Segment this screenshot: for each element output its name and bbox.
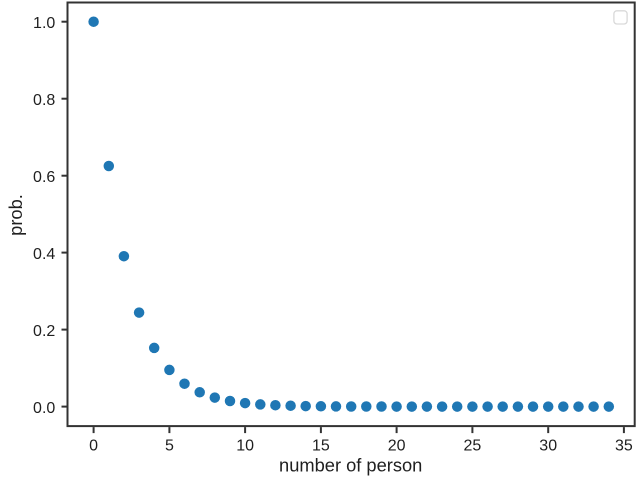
svg-text:0.0: 0.0 xyxy=(33,400,55,417)
svg-text:30: 30 xyxy=(539,438,557,455)
svg-text:5: 5 xyxy=(165,438,174,455)
svg-text:prob.: prob. xyxy=(5,194,26,236)
svg-text:25: 25 xyxy=(464,438,482,455)
svg-text:1.0: 1.0 xyxy=(33,15,55,32)
svg-text:15: 15 xyxy=(312,438,330,455)
svg-text:35: 35 xyxy=(615,438,633,455)
svg-text:0: 0 xyxy=(89,438,98,455)
svg-text:0.2: 0.2 xyxy=(33,323,55,340)
svg-text:number of person: number of person xyxy=(279,455,422,476)
svg-text:0.8: 0.8 xyxy=(33,92,55,109)
svg-text:0.4: 0.4 xyxy=(33,246,55,263)
svg-text:10: 10 xyxy=(236,438,254,455)
svg-text:20: 20 xyxy=(388,438,406,455)
svg-text:0.6: 0.6 xyxy=(33,169,55,186)
